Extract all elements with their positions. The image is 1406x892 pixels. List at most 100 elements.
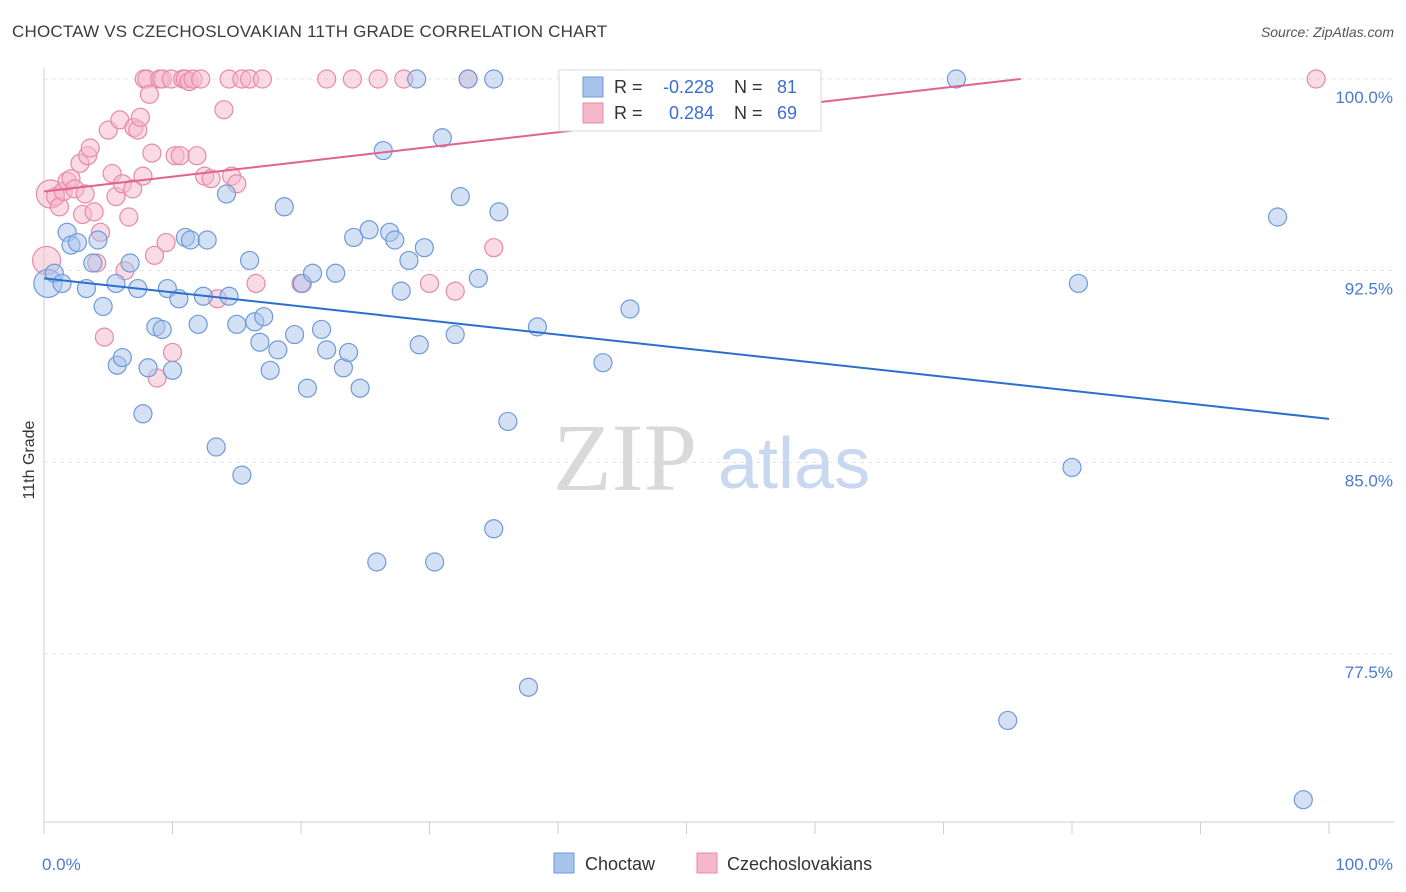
choctaw-point-64 [484,519,504,539]
choctaw-point-29 [219,286,239,306]
choctaw-point-43 [311,319,332,340]
chart-title: CHOCTAW VS CZECHOSLOVAKIAN 11TH GRADE CO… [12,22,608,41]
y-tick-label-1: 85.0% [1345,471,1393,490]
source-credit: Source: ZipAtlas.com [1260,24,1394,40]
choctaw-point-71 [407,69,427,89]
watermark-atlas: atlas [718,424,870,504]
czechoslovakians-point-28 [133,166,153,186]
legend-n-label-1: N = [734,77,763,97]
choctaw-point-54 [385,230,405,250]
choctaw-point-28 [216,184,237,204]
czechoslovakians-point-49 [201,169,221,189]
choctaw-point-7 [83,253,103,273]
legend-n-value-2: 69 [777,103,797,123]
x-tick-label-1: 100.0% [1335,855,1393,874]
czechoslovakians-point-65 [445,281,465,301]
czechoslovakians-point-31 [139,84,159,104]
czechoslovakians-point-33 [144,245,165,265]
choctaw-point-75 [946,69,966,89]
choctaw-point-42 [302,263,323,283]
czechoslovakians-point-58 [252,69,273,89]
czechoslovakians-point-23 [119,207,139,227]
y-tick-label-2: 92.5% [1345,280,1393,299]
choctaw-point-69 [593,353,613,373]
czechoslovakians-point-67 [484,238,504,258]
choctaw-point-8 [88,230,108,250]
choctaw-point-24 [188,314,208,334]
tick-labels: 77.5% 85.0% 92.5% 100.0% 0.0% 100.0% [42,88,1393,874]
choctaw-point-63 [468,268,488,288]
choctaw-point-70 [620,299,640,319]
y-tick-label-3: 100.0% [1335,88,1393,107]
czechoslovakians-point-13 [84,202,104,222]
choctaw-point-77 [1062,457,1082,478]
choctaw-point-61 [445,324,465,345]
choctaw-point-15 [133,404,153,424]
czechoslovakians-point-64 [419,273,440,294]
y-tick-label-0: 77.5% [1345,663,1393,682]
choctaw-point-38 [274,197,294,217]
legend-n-label-2: N = [734,103,763,123]
czechoslovakians-point-41 [170,146,190,166]
legend-r-label-1: R = [614,77,643,97]
choctaw-point-79 [1267,207,1288,227]
choctaw-point-66 [498,411,518,432]
choctaw-point-49 [350,378,370,398]
choctaw-point-44 [317,340,337,360]
y-axis-label: 11th Grade [21,420,38,499]
legend-swatch-czechoslovakians [582,102,604,124]
choctaw-point-48 [344,227,364,248]
choctaw-point-27 [206,437,226,457]
czechoslovakians-point-61 [342,69,362,89]
czechoslovakians-point-32 [142,143,162,163]
choctaw-point-13 [120,253,140,273]
czechoslovakians-point-16 [94,327,114,347]
czechoslovakians-point-62 [368,69,388,89]
choctaw-point-72 [458,69,478,89]
choctaw-point-18 [152,319,172,340]
choctaw-point-10 [106,273,126,294]
choctaw-point-67 [518,677,539,697]
czechoslovakians-trend-line [43,78,1021,193]
choctaw-point-80 [1293,790,1313,810]
legend-n-value-1: 81 [777,77,797,97]
czechoslovakians-point-60 [317,69,337,89]
choctaw-point-62 [450,186,470,207]
watermark: ZIP atlas [553,404,870,511]
czechoslovakians-point-37 [156,232,176,253]
choctaw-point-16 [138,358,158,378]
choctaw-point-78 [1068,273,1089,294]
legend-r-value-1: -0.228 [663,77,714,97]
choctaw-point-34 [250,332,270,352]
choctaw-trend-line [43,277,1330,420]
choctaw-point-9 [93,296,113,317]
choctaw-point-52 [373,140,393,161]
choctaw-point-23 [180,230,201,250]
choctaw-point-39 [284,324,305,345]
legend-r-value-2: 0.284 [669,103,714,123]
choctaw-point-60 [432,128,452,148]
watermark-zip: ZIP [553,404,697,511]
choctaw-point-45 [326,263,346,283]
choctaw-point-57 [409,335,429,355]
stats-legend: R = -0.228 N = 81 R = 0.284 N = 69 [558,69,822,132]
choctaw-point-55 [391,281,411,301]
choctaw-point-73 [484,69,504,89]
bottom-legend-swatch-choctaw [553,852,575,874]
choctaw-point-51 [367,552,387,572]
legend-swatch-choctaw [582,76,604,98]
czechoslovakians-point-27 [130,107,150,127]
choctaw-point-12 [112,347,132,368]
czechoslovakians-point-46 [187,146,207,166]
bottom-legend-swatch-czechoslovakians [696,852,718,874]
czechoslovakians-point-69 [1306,69,1326,89]
choctaw-point-47 [338,342,359,363]
choctaw-point-37 [268,340,288,360]
choctaw-point-58 [414,238,434,258]
czechoslovakians-point-12 [80,138,100,158]
czechoslovakians-point-57 [246,273,266,294]
legend-r-label-2: R = [614,103,643,123]
choctaw-point-36 [260,360,280,380]
trend-lines [43,78,1330,420]
bottom-legend-label-choctaw: Choctaw [585,854,656,874]
